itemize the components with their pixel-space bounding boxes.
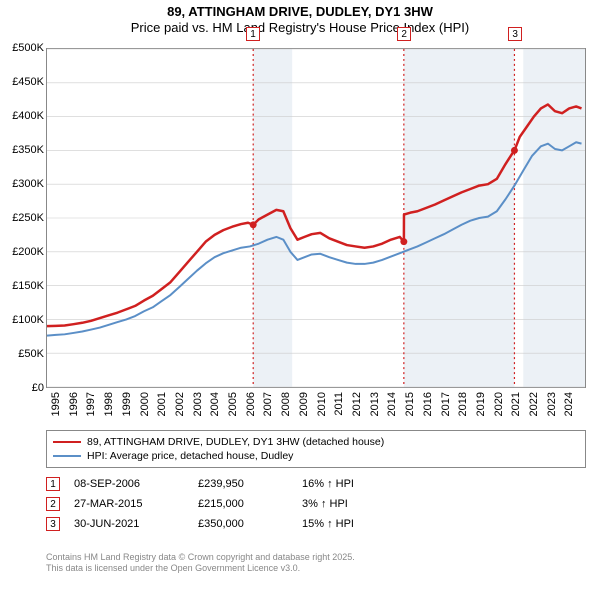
- legend-label: 89, ATTINGHAM DRIVE, DUDLEY, DY1 3HW (de…: [87, 436, 384, 448]
- y-tick-label: £400K: [12, 110, 44, 122]
- event-pct: 16% ↑ HPI: [302, 478, 354, 490]
- y-tick-label: £250K: [12, 212, 44, 224]
- x-tick-label: 2020: [493, 392, 505, 416]
- x-tick-label: 2011: [333, 392, 345, 416]
- x-tick-label: 2004: [209, 392, 221, 416]
- y-tick-label: £500K: [12, 42, 44, 54]
- x-tick-label: 2009: [298, 392, 310, 416]
- footer-line-1: Contains HM Land Registry data © Crown c…: [46, 552, 586, 563]
- x-tick-label: 2021: [510, 392, 522, 416]
- x-tick-label: 2015: [404, 392, 416, 416]
- y-tick-label: £200K: [12, 246, 44, 258]
- legend-label: HPI: Average price, detached house, Dudl…: [87, 450, 293, 462]
- event-date: 08-SEP-2006: [74, 478, 184, 490]
- x-tick-label: 2014: [386, 392, 398, 416]
- event-index-box: 3: [46, 517, 60, 531]
- event-row: 1 08-SEP-2006 £239,950 16% ↑ HPI: [46, 474, 586, 494]
- event-price: £239,950: [198, 478, 288, 490]
- y-tick-label: £0: [32, 382, 44, 394]
- x-tick-label: 1999: [121, 392, 133, 416]
- event-index-box: 2: [46, 497, 60, 511]
- legend: 89, ATTINGHAM DRIVE, DUDLEY, DY1 3HW (de…: [46, 430, 586, 468]
- x-tick-label: 1998: [103, 392, 115, 416]
- event-row: 3 30-JUN-2021 £350,000 15% ↑ HPI: [46, 514, 586, 534]
- plot-area: 123: [46, 48, 586, 388]
- x-tick-label: 2008: [280, 392, 292, 416]
- x-tick-label: 2016: [422, 392, 434, 416]
- x-tick-label: 2003: [192, 392, 204, 416]
- x-tick-label: 2019: [475, 392, 487, 416]
- marker-box: 1: [246, 27, 260, 41]
- x-tick-label: 2002: [174, 392, 186, 416]
- event-pct: 15% ↑ HPI: [302, 518, 354, 530]
- footer-attribution: Contains HM Land Registry data © Crown c…: [46, 552, 586, 575]
- x-tick-label: 2017: [440, 392, 452, 416]
- x-tick-label: 2012: [351, 392, 363, 416]
- legend-item: HPI: Average price, detached house, Dudl…: [53, 449, 579, 463]
- x-tick-label: 2010: [316, 392, 328, 416]
- x-tick-label: 2007: [262, 392, 274, 416]
- y-tick-label: £150K: [12, 280, 44, 292]
- x-tick-label: 2005: [227, 392, 239, 416]
- event-index-box: 1: [46, 477, 60, 491]
- events-table: 1 08-SEP-2006 £239,950 16% ↑ HPI 2 27-MAR-201…: [46, 474, 586, 534]
- x-tick-label: 2013: [369, 392, 381, 416]
- x-tick-label: 2023: [546, 392, 558, 416]
- y-tick-label: £50K: [18, 348, 44, 360]
- event-pct: 3% ↑ HPI: [302, 498, 348, 510]
- x-tick-label: 2024: [563, 392, 575, 416]
- y-tick-label: £450K: [12, 76, 44, 88]
- marker-box: 2: [397, 27, 411, 41]
- event-price: £215,000: [198, 498, 288, 510]
- legend-swatch: [53, 455, 81, 457]
- x-tick-label: 2022: [528, 392, 540, 416]
- plot-svg: [47, 49, 585, 387]
- x-tick-label: 1997: [85, 392, 97, 416]
- y-tick-label: £350K: [12, 144, 44, 156]
- x-tick-label: 2001: [156, 392, 168, 416]
- event-date: 30-JUN-2021: [74, 518, 184, 530]
- event-row: 2 27-MAR-2015 £215,000 3% ↑ HPI: [46, 494, 586, 514]
- y-tick-label: £100K: [12, 314, 44, 326]
- event-date: 27-MAR-2015: [74, 498, 184, 510]
- x-tick-label: 1996: [68, 392, 80, 416]
- title-line-1: 89, ATTINGHAM DRIVE, DUDLEY, DY1 3HW: [0, 4, 600, 20]
- y-tick-label: £300K: [12, 178, 44, 190]
- x-tick-label: 2000: [139, 392, 151, 416]
- marker-box: 3: [508, 27, 522, 41]
- legend-swatch: [53, 441, 81, 443]
- x-tick-label: 1995: [50, 392, 62, 416]
- x-tick-label: 2018: [457, 392, 469, 416]
- chart-container: 89, ATTINGHAM DRIVE, DUDLEY, DY1 3HW Pri…: [0, 0, 600, 590]
- x-tick-label: 2006: [245, 392, 257, 416]
- event-price: £350,000: [198, 518, 288, 530]
- legend-item: 89, ATTINGHAM DRIVE, DUDLEY, DY1 3HW (de…: [53, 435, 579, 449]
- footer-line-2: This data is licensed under the Open Gov…: [46, 563, 586, 574]
